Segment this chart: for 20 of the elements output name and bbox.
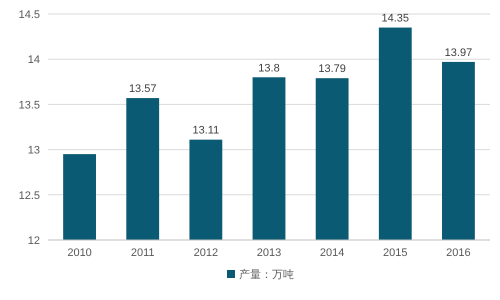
y-tick-label: 14.5	[18, 9, 40, 21]
data-label: 13.11	[192, 124, 220, 137]
y-tick-label: 12.5	[18, 190, 40, 202]
x-tick-label: 2015	[383, 247, 408, 259]
y-tick-label: 13.5	[18, 99, 40, 112]
y-tick-label: 12	[28, 235, 40, 247]
data-label: 13.97	[444, 46, 472, 59]
x-tick-label: 2016	[446, 247, 471, 259]
data-label: 14.35	[382, 12, 410, 25]
data-label: 13.79	[318, 63, 346, 76]
y-tick-label: 14	[28, 54, 40, 66]
data-label: 13.57	[128, 83, 156, 96]
x-tick-label: 2012	[194, 247, 218, 259]
data-label: 13.8	[258, 62, 280, 74]
y-tick-label: 13	[28, 144, 40, 157]
x-tick-label: 2010	[67, 247, 92, 259]
x-tick-label: 2011	[130, 247, 155, 259]
x-tick-label: 2013	[256, 247, 282, 259]
x-tick-label: 2014	[320, 247, 344, 259]
legend-label: 产量：万吨	[239, 268, 294, 281]
